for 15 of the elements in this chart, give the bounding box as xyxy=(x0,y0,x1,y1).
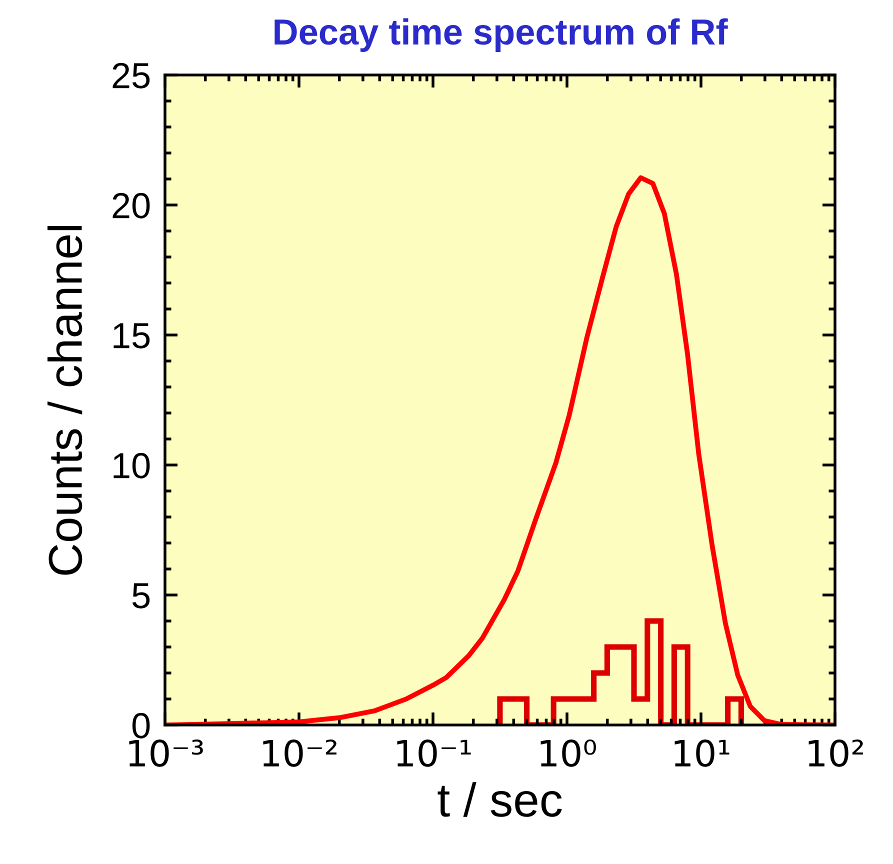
x-tick-label: 10⁻² xyxy=(263,740,336,767)
y-tick-label: 15 xyxy=(114,323,150,348)
y-tick-label: 10 xyxy=(114,452,150,478)
x-tick-label: 10⁻³ xyxy=(129,740,203,767)
x-tick-label: 10⁻¹ xyxy=(397,740,471,767)
x-tick-label: 10⁰ xyxy=(540,740,596,767)
y-tick-label: 0 xyxy=(132,712,150,738)
x-tick-label: 10¹ xyxy=(674,740,730,767)
chart-title: Decay time spectrum of Rf xyxy=(274,18,728,52)
x-axis-title: t / sec xyxy=(438,782,562,817)
y-tick-label: 25 xyxy=(112,62,150,88)
y-tick-label: 5 xyxy=(132,583,150,608)
y-axis-title: Counts / channel xyxy=(47,226,82,575)
x-tick-label: 10² xyxy=(808,740,863,767)
y-tick-label: 20 xyxy=(112,192,150,218)
